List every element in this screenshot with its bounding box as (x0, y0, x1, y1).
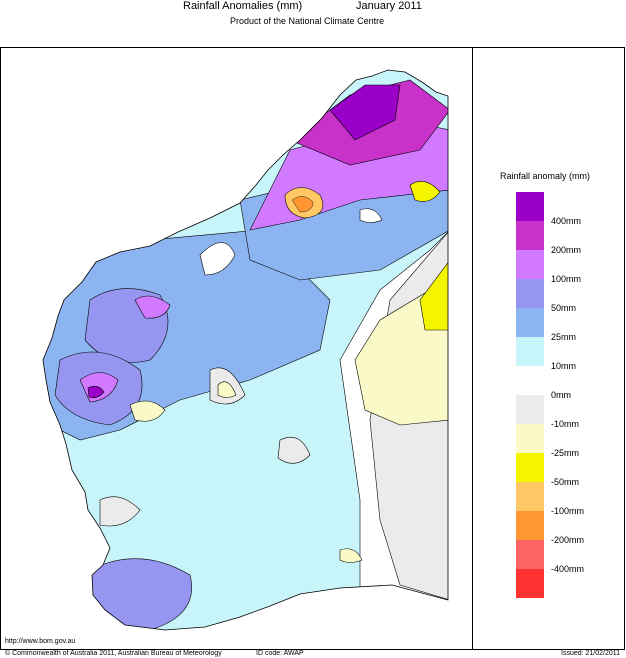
legend-tick-label: -400mm (551, 564, 585, 574)
footer-id-code: ID code: AWAP (256, 650, 304, 657)
legend-tick-label: -25mm (551, 448, 580, 458)
legend-swatch (516, 395, 544, 424)
legend-swatch (516, 424, 544, 453)
legend-tick-label: 200mm (551, 245, 582, 255)
legend-tick-label: -10mm (551, 419, 580, 429)
legend-tick-label: 50mm (551, 303, 577, 313)
coastline (42, 69, 449, 631)
map-title: Rainfall Anomalies (mm) (183, 0, 303, 12)
legend-swatch (516, 221, 544, 250)
rainfall-anomaly-map (42, 69, 449, 631)
legend-swatch (516, 279, 544, 308)
legend-swatch (516, 337, 544, 366)
legend-swatch (516, 453, 544, 482)
map-period: January 2011 (356, 0, 422, 12)
footer-copyright: © Commonwealth of Australia 2011, Austra… (5, 650, 222, 657)
legend-tick-label: -200mm (551, 535, 585, 545)
legend-tick-label: -100mm (551, 506, 585, 516)
legend-tick-label: -50mm (551, 477, 580, 487)
legend-swatch (516, 366, 544, 395)
legend-tick-label: 0mm (551, 390, 571, 400)
legend-swatch (516, 482, 544, 511)
legend-swatch (516, 308, 544, 337)
legend-tick-label: 400mm (551, 216, 582, 226)
footer-url: http://www.bom.gov.au (5, 638, 76, 645)
legend-swatch (516, 511, 544, 540)
legend-swatch (516, 250, 544, 279)
legend-title: Rainfall anomaly (mm) (500, 171, 591, 181)
footer-issued: Issued: 21/02/2011 (561, 650, 621, 657)
map-frame (0, 47, 625, 650)
legend-swatch (516, 540, 544, 569)
legend-divider (472, 47, 473, 650)
legend-swatches (516, 192, 544, 598)
anomaly-fields (43, 70, 448, 630)
legend-swatch (516, 192, 544, 221)
legend-tick-label: 10mm (551, 361, 577, 371)
legend-tick-label: 25mm (551, 332, 577, 342)
legend-tick-label: 100mm (551, 274, 582, 284)
map-subtitle: Product of the National Climate Centre (230, 16, 385, 26)
legend-swatch (516, 569, 544, 598)
